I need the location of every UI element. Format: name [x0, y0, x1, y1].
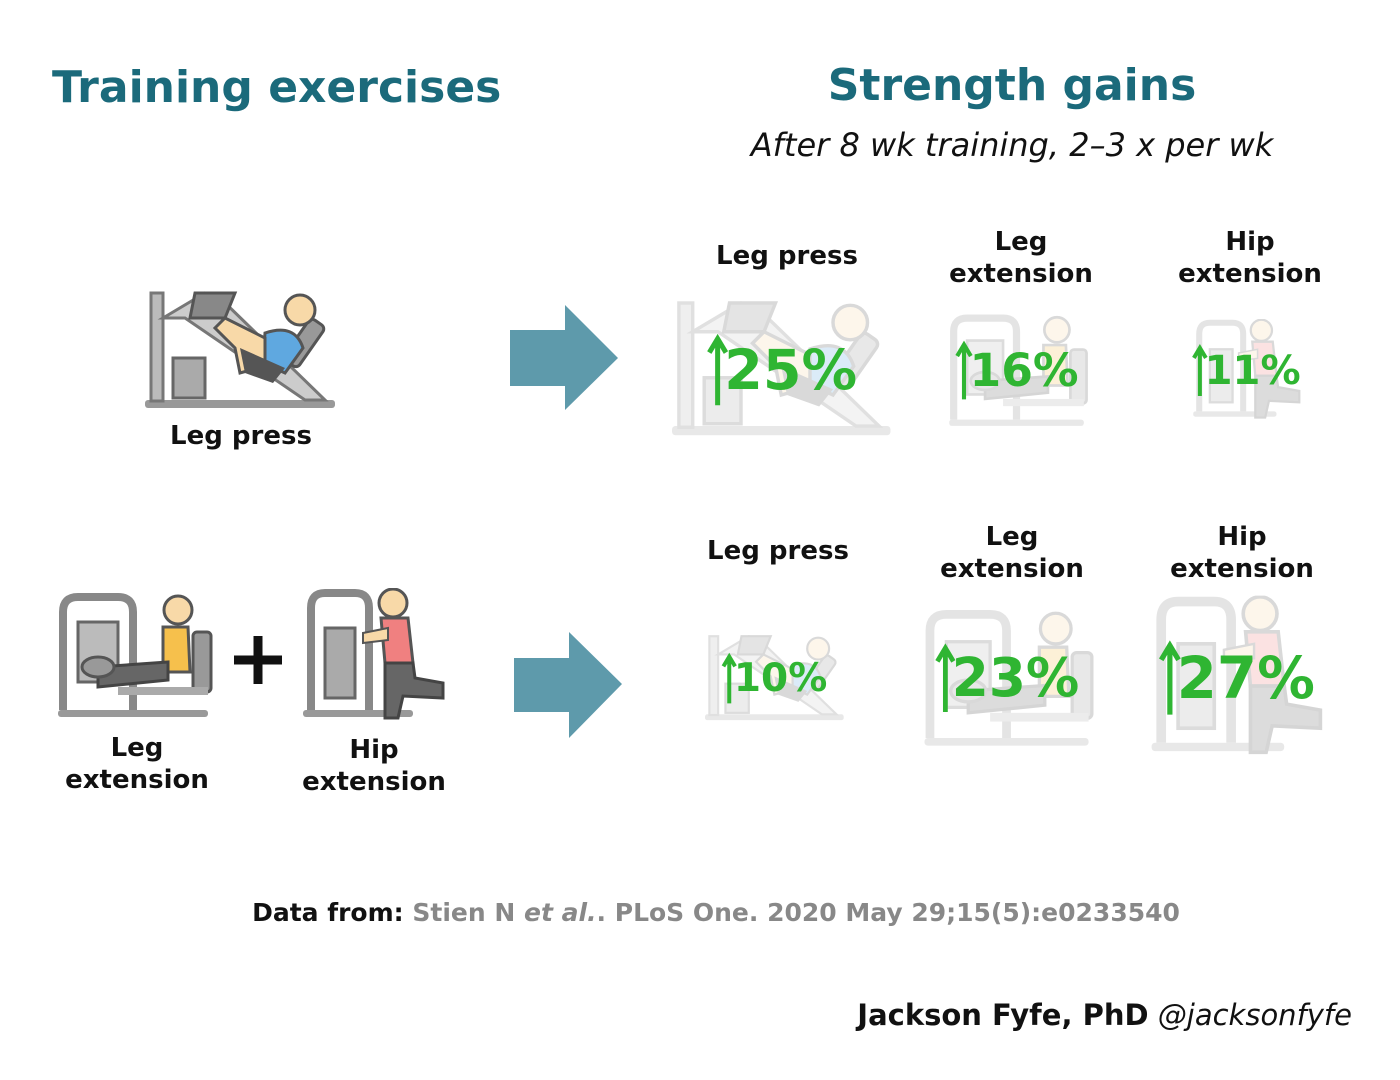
gain-label: 10%	[733, 655, 828, 701]
credit-name: Jackson Fyfe, PhD	[857, 998, 1149, 1032]
increase-arrow	[935, 643, 956, 712]
credit-handle: @jacksonfyfe	[1157, 998, 1352, 1032]
left-title: Training exercises	[52, 62, 502, 113]
gain-header: Leg extension	[940, 522, 1084, 584]
gain-label: 27%	[1176, 644, 1315, 713]
citation-prefix: Data from:	[252, 898, 404, 927]
gain-header: Hip extension	[1178, 227, 1322, 289]
exercise-label: Hip extension	[302, 735, 446, 797]
arrow	[510, 305, 618, 410]
gain-header: Leg extension	[949, 227, 1093, 289]
plus-sign	[234, 636, 282, 684]
increase-arrow	[955, 340, 973, 400]
leg-press-icon	[145, 291, 337, 410]
gain-label: 11%	[1204, 348, 1301, 395]
citation-source: . PLoS One. 2020 May 29;15(5):e0233540	[596, 898, 1180, 927]
increase-arrow	[1192, 344, 1208, 397]
arrow	[514, 632, 622, 738]
citation: Data from: Stien N et al.. PLoS One. 202…	[0, 898, 1400, 927]
increase-arrow	[721, 652, 737, 704]
gain-header: Leg press	[716, 241, 858, 271]
right-title: Strength gains	[827, 60, 1197, 111]
gain-label: 16%	[969, 343, 1079, 397]
gain-label: 25%	[724, 337, 858, 403]
credit: Jackson Fyfe, PhD @jacksonfyfe	[857, 998, 1352, 1032]
citation-authors: Stien N	[412, 898, 516, 927]
gain-header: Leg press	[707, 536, 849, 566]
gain-header: Hip extension	[1170, 522, 1314, 584]
leg-extension-icon	[58, 596, 211, 717]
gain-label: 23%	[951, 646, 1080, 709]
exercise-label: Leg extension	[65, 733, 209, 795]
citation-etal: et al.	[524, 898, 597, 927]
increase-arrow	[1158, 640, 1181, 715]
subtitle: After 8 wk training, 2–3 x per wk	[750, 126, 1274, 164]
hip-extension-icon	[303, 589, 443, 718]
increase-arrow	[707, 333, 729, 406]
exercise-label: Leg press	[170, 421, 312, 451]
